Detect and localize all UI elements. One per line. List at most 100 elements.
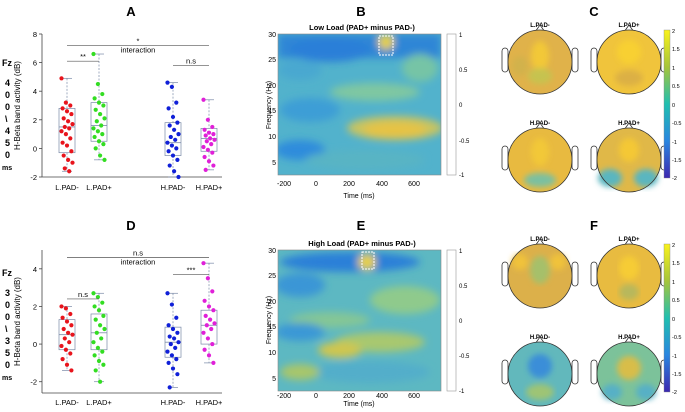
data-point <box>59 76 64 81</box>
data-point <box>168 134 173 140</box>
side-label-bottom: Fz 3 0 0 \ 3 5 0 ms <box>2 268 12 382</box>
topo-map: L.PAD+ <box>590 23 668 95</box>
data-point <box>170 366 176 371</box>
side-label-bottom-char: 5 <box>5 348 10 358</box>
significance-label: n.s <box>186 56 196 65</box>
heatmap-e-ytick: 30 <box>268 248 276 255</box>
significance-label: ** <box>80 52 86 61</box>
heatmap-e-field <box>278 250 441 391</box>
topo-map: L.PAD- <box>501 23 579 95</box>
heatmap-b-xtick: 0 <box>314 181 318 188</box>
data-point <box>211 163 216 168</box>
data-point <box>93 146 98 151</box>
topo-c-cbar-tick: 0 <box>672 103 675 109</box>
data-point <box>68 136 73 141</box>
data-point <box>175 372 180 377</box>
data-point <box>210 124 215 130</box>
data-point <box>206 130 212 135</box>
data-point <box>101 313 106 318</box>
panel-label-e: E <box>357 218 366 233</box>
data-point <box>206 304 212 309</box>
data-point <box>101 103 106 108</box>
data-point <box>206 159 212 164</box>
side-label-top-char: 4 <box>5 126 10 136</box>
data-point <box>68 311 73 317</box>
data-point <box>92 304 97 309</box>
data-point <box>102 326 107 332</box>
data-point <box>95 129 100 134</box>
topo-c-cbar-tick: -0.5 <box>672 121 681 127</box>
topo-map: L.PAD- <box>501 237 579 309</box>
data-point <box>170 114 176 120</box>
data-point <box>66 157 71 162</box>
heatmap-e-ytick: 25 <box>268 273 276 280</box>
topo-c-cbar-tick: 0.5 <box>672 84 680 90</box>
data-point <box>202 154 207 160</box>
topo-c-cbar-tick: -1 <box>672 140 677 146</box>
heatmap-b-ytick: 10 <box>268 134 276 141</box>
data-point <box>169 143 174 148</box>
data-point <box>201 144 206 150</box>
data-point <box>210 289 215 294</box>
heatmap-e-cbar-tick: 0 <box>459 319 463 325</box>
data-point <box>203 313 208 318</box>
side-label-top-char: 4 <box>5 78 10 88</box>
data-point <box>69 323 74 328</box>
side-label-top-unit: ms <box>2 165 12 172</box>
data-point <box>60 106 65 111</box>
data-point <box>64 362 70 367</box>
data-point <box>167 123 172 128</box>
data-point <box>175 157 180 162</box>
heatmap-e-xtick: 400 <box>376 393 388 400</box>
data-point <box>165 291 170 296</box>
side-label-top-char: 0 <box>5 102 10 112</box>
data-point <box>166 323 171 328</box>
topo-f-cbar-tick: 1 <box>672 280 675 286</box>
data-point <box>92 96 97 101</box>
data-point <box>98 379 103 384</box>
x-tick-label: H.PAD+ <box>196 398 223 407</box>
side-label-bottom-fz: Fz <box>2 268 12 278</box>
heatmap-e-cbar-tick: 0.5 <box>459 284 468 290</box>
data-point <box>174 357 179 362</box>
topo-c-colorbar <box>663 29 671 179</box>
panel-label-b: B <box>356 4 365 19</box>
heatmap-b-xtick: -200 <box>277 181 291 188</box>
topo-f-cbar-tick: 0 <box>672 317 675 323</box>
heatmap-b-xtick: 600 <box>408 181 420 188</box>
data-point <box>202 347 207 352</box>
data-point <box>201 261 206 266</box>
significance-label: n.s <box>133 249 143 258</box>
panel-label-c: C <box>589 4 599 19</box>
topo-c-cbar-tick: 1 <box>672 66 675 72</box>
heatmap-b-cbar-tick: -1 <box>459 173 465 179</box>
data-point <box>101 142 106 147</box>
data-point <box>64 143 70 148</box>
heatmap-e: High Load (PAD+ minus PAD-) Time (ms) Fr… <box>266 239 470 408</box>
data-point <box>93 368 98 373</box>
data-point <box>165 140 170 145</box>
significance-label: n.s <box>78 290 88 299</box>
heatmap-b-ylabel: Frequency (Hz) <box>266 81 273 129</box>
data-point <box>100 300 105 305</box>
heatmap-e-xtick: 200 <box>343 393 355 400</box>
y-tick-label: -2 <box>30 378 37 387</box>
data-point <box>212 137 217 142</box>
data-point <box>209 326 214 332</box>
data-point <box>61 153 66 158</box>
data-point <box>173 137 178 142</box>
data-point <box>166 360 171 365</box>
topo-map: H.PAD- <box>501 121 579 193</box>
topo-c-cbar-tick: -2 <box>672 176 677 182</box>
side-label-top: Fz 4 0 0 \ 4 5 0 ms <box>2 58 12 172</box>
side-label-bottom-char: 0 <box>5 312 10 322</box>
data-point <box>205 276 210 281</box>
side-label-bottom-char: 3 <box>5 288 10 298</box>
data-point <box>93 107 98 112</box>
panel-label-a: A <box>126 4 136 19</box>
data-point <box>59 129 64 134</box>
y-axis-label: H-Beta band activity (dB) <box>13 61 22 150</box>
data-point <box>102 157 107 162</box>
data-point <box>174 315 179 320</box>
data-point <box>172 169 177 174</box>
